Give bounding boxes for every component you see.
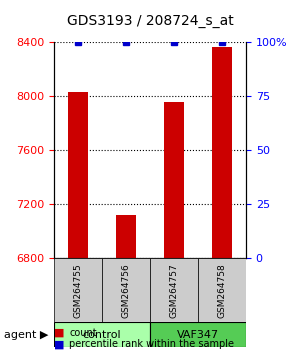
- FancyBboxPatch shape: [150, 258, 198, 322]
- Bar: [164, 102, 184, 258]
- Text: agent ▶: agent ▶: [4, 330, 48, 339]
- Text: GDS3193 / 208724_s_at: GDS3193 / 208724_s_at: [67, 14, 233, 28]
- Text: ■: ■: [54, 339, 64, 349]
- Bar: [68, 92, 88, 258]
- Bar: [116, 215, 136, 258]
- Text: GSM264756: GSM264756: [122, 263, 130, 318]
- Text: GSM264758: GSM264758: [218, 263, 226, 318]
- FancyBboxPatch shape: [54, 258, 102, 322]
- Text: VAF347: VAF347: [177, 330, 219, 339]
- FancyBboxPatch shape: [198, 258, 246, 322]
- FancyBboxPatch shape: [102, 258, 150, 322]
- Text: GSM264755: GSM264755: [74, 263, 82, 318]
- Text: percentile rank within the sample: percentile rank within the sample: [69, 339, 234, 349]
- FancyBboxPatch shape: [54, 322, 150, 347]
- Text: control: control: [83, 330, 121, 339]
- Text: count: count: [69, 328, 97, 338]
- Text: GSM264757: GSM264757: [169, 263, 178, 318]
- FancyBboxPatch shape: [150, 322, 246, 347]
- Text: ■: ■: [54, 328, 64, 338]
- Bar: [212, 46, 232, 258]
